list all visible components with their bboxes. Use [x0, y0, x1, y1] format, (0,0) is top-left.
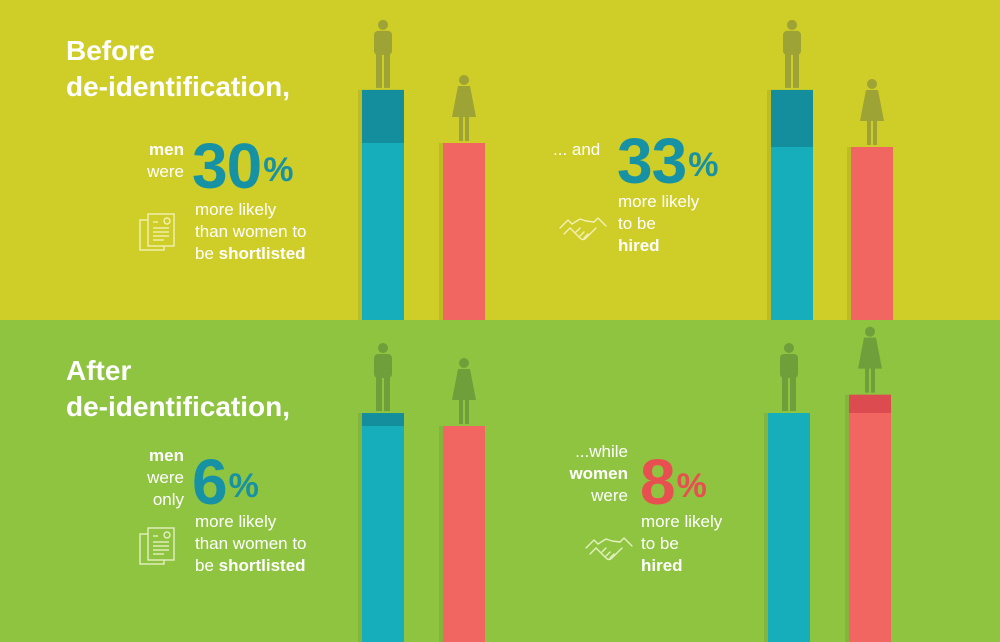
after-men-label: men [149, 446, 184, 465]
cv-document-icon [139, 213, 175, 251]
man-figure-icon [374, 343, 392, 412]
after-shortlist-women-bar-shadow [439, 426, 443, 642]
before-shortlist-men-bar-shadow [358, 89, 362, 321]
before-heading-line2: de-identification, [66, 71, 290, 102]
before-shortlist-number-value: 30 [192, 130, 262, 202]
after-shortlist-line2: than women to [195, 534, 307, 553]
before-were-label: were [147, 162, 184, 181]
after-hired-line1: more likely [641, 512, 723, 531]
after-shortlist-number-value: 6 [192, 446, 228, 518]
before-hired-line3: hired [618, 236, 660, 255]
before-heading-line1: Before [66, 35, 155, 66]
after-women-label: women [569, 464, 628, 483]
before-men-label: men [149, 140, 184, 159]
after-hired-men-bar [768, 413, 810, 642]
after-panel: After de-identification, men were only 6… [0, 320, 1000, 642]
after-heading-line2: de-identification, [66, 391, 290, 422]
after-shortlist-percent: % [228, 467, 259, 505]
cv-document-icon [139, 527, 175, 565]
before-hired-men-bar-excess [771, 89, 813, 147]
before-shortlist-men-bar [362, 143, 404, 320]
after-shortlist-men-bar [362, 426, 404, 642]
after-shortlist-men-bar-shadow [358, 413, 362, 642]
handshake-icon [585, 537, 633, 561]
man-figure-icon [374, 19, 392, 88]
after-were-label: were [147, 468, 184, 487]
after-shortlist-line3-bold: shortlisted [218, 556, 306, 575]
before-shortlist-women-bar [443, 143, 485, 320]
before-hired-men-bar [771, 147, 813, 320]
after-shortlist-number: 6% [192, 450, 259, 514]
before-hired-number: 33% [617, 129, 718, 193]
after-hired-line2: to be [641, 534, 679, 553]
after-while-label: ...while [575, 442, 628, 461]
after-hired-percent: % [676, 467, 707, 505]
before-shortlist-line2: than women to [195, 222, 307, 241]
after-shortlist-line3-pre: be [195, 556, 219, 575]
before-shortlist-line3-bold: shortlisted [218, 244, 306, 263]
before-shortlist-line3-pre: be [195, 244, 219, 263]
woman-figure-icon [858, 326, 882, 393]
after-hired-number-value: 8 [640, 446, 676, 518]
after-hired-line3: hired [641, 556, 683, 575]
after-shortlist-women-bar [443, 426, 485, 642]
before-hired-women-bar [851, 147, 893, 320]
woman-figure-icon [452, 75, 476, 141]
after-hired-women-bar-excess [849, 394, 891, 413]
man-figure-icon [780, 343, 798, 411]
man-figure-icon [783, 19, 801, 88]
woman-figure-icon [452, 358, 476, 424]
after-hired-number: 8% [640, 450, 707, 514]
after-only-label: only [152, 490, 184, 509]
after-were2-label: were [591, 486, 628, 505]
before-hired-men-bar-shadow [767, 89, 771, 320]
before-shortlist-men-bar-excess [362, 89, 404, 143]
before-and-label: ... and [553, 140, 601, 159]
after-shortlist-men-bar-excess [362, 413, 404, 426]
before-hired-women-bar-shadow [847, 147, 851, 320]
before-hired-percent: % [688, 146, 718, 184]
before-hired-number-value: 33 [617, 125, 687, 197]
after-hired-women-bar-shadow [845, 394, 849, 642]
before-shortlist-percent: % [263, 151, 293, 189]
woman-figure-icon [860, 79, 884, 145]
after-hired-women-bar [849, 413, 891, 642]
before-shortlist-line1: more likely [195, 200, 277, 219]
after-heading-line1: After [66, 355, 132, 386]
after-shortlist-line1: more likely [195, 512, 277, 531]
handshake-icon [559, 217, 607, 241]
before-panel: Before de-identification, men were 30% m… [0, 0, 1000, 320]
before-shortlist-number: 30% [192, 134, 293, 198]
after-hired-men-bar-shadow [764, 413, 768, 642]
before-hired-line2: to be [618, 214, 656, 233]
before-hired-line1: more likely [618, 192, 700, 211]
after-shortlist-line3: be shortlisted [195, 555, 306, 577]
before-shortlist-line3: be shortlisted [195, 243, 306, 265]
before-shortlist-women-bar-shadow [439, 143, 443, 320]
